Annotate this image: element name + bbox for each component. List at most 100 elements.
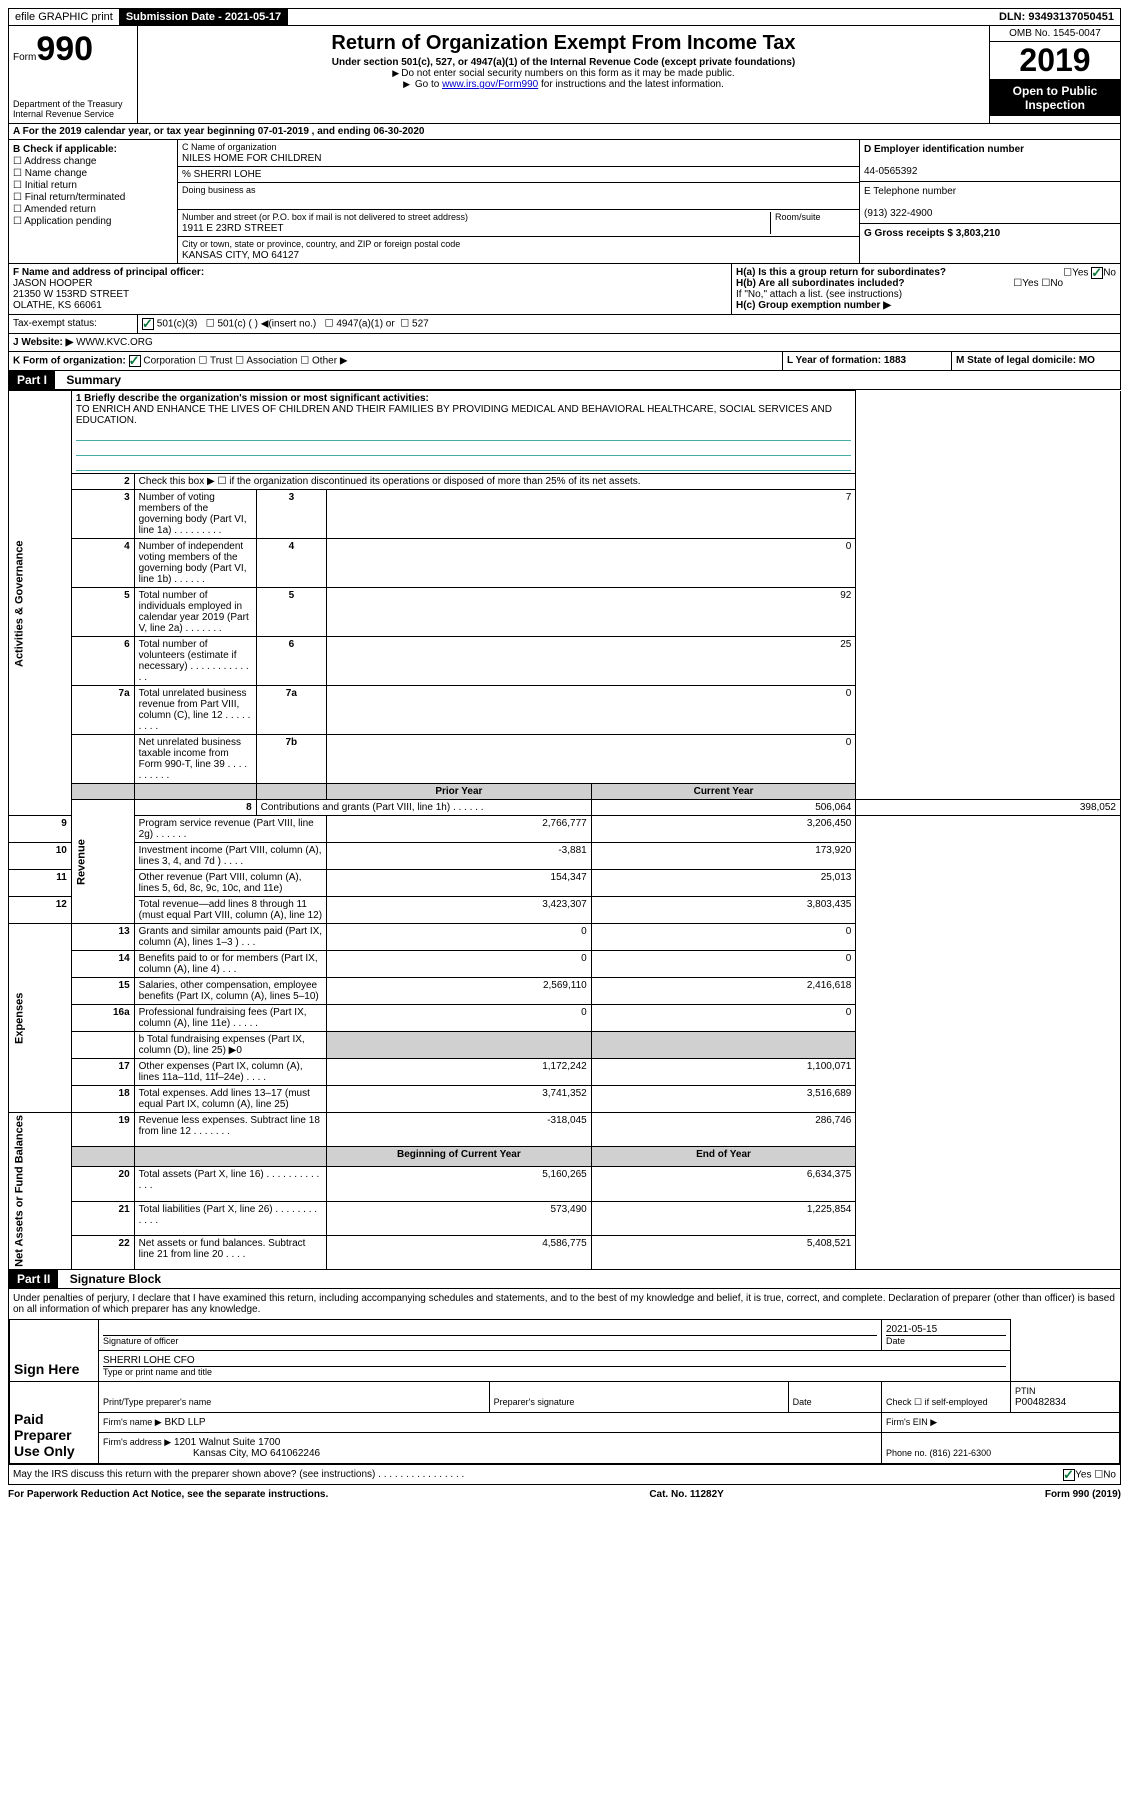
chk-final[interactable]: ☐ Final return/terminated [13,192,173,203]
l11cy: 25,013 [591,870,856,897]
l18: Total expenses. Add lines 13–17 (must eq… [134,1086,326,1113]
hb-no[interactable]: No [1050,278,1063,289]
l15cy: 2,416,618 [591,978,856,1005]
org-name: NILES HOME FOR CHILDREN [182,153,321,164]
goto-pre: Go to [415,79,442,90]
ptin: P00482834 [1015,1397,1066,1408]
l11py: 154,347 [327,870,592,897]
dba-label: Doing business as [182,185,256,195]
l20cy: 6,634,375 [591,1167,856,1201]
l22cy: 5,408,521 [591,1235,856,1269]
val6: 25 [327,637,856,686]
header-center: Return of Organization Exempt From Incom… [138,26,989,123]
hb-yes[interactable]: Yes [1022,278,1038,289]
col-b-label: B Check if applicable: [13,144,173,155]
l21cy: 1,225,854 [591,1201,856,1235]
officer-addr2: OLATHE, KS 66061 [13,300,102,311]
k-row: K Form of organization: Corporation ☐ Tr… [8,352,1121,371]
val5: 92 [327,588,856,637]
chk-pending[interactable]: ☐ Application pending [13,216,173,227]
signature-block: Under penalties of perjury, I declare th… [8,1289,1121,1485]
chk-corp[interactable] [129,355,141,367]
l20py: 5,160,265 [327,1167,592,1201]
sig-date-label: Date [886,1335,1006,1346]
chk-amended[interactable]: ☐ Amended return [13,204,173,215]
irs-link[interactable]: www.irs.gov/Form990 [442,79,538,90]
discuss-text: May the IRS discuss this return with the… [13,1469,464,1480]
l16acy: 0 [591,1005,856,1032]
mission-line3 [76,456,852,471]
preparer-name-label: Print/Type preparer's name [103,1397,211,1407]
ha-label: H(a) Is this a group return for subordin… [736,267,946,278]
line3: Number of voting members of the governin… [134,490,256,539]
hb-label: H(b) Are all subordinates included? [736,278,905,289]
l8cy: 398,052 [856,800,1121,816]
firm-ein-label: Firm's EIN ▶ [886,1417,937,1427]
l22py: 4,586,775 [327,1235,592,1269]
side-activities: Activities & Governance [9,391,72,816]
efile-label[interactable]: efile GRAPHIC print [9,9,120,25]
current-hdr: Current Year [591,784,856,800]
street-label: Number and street (or P.O. box if mail i… [182,212,468,222]
m-state: M State of legal domicile: MO [952,352,1120,370]
chk-name[interactable]: ☐ Name change [13,168,173,179]
prior-hdr: Prior Year [327,784,592,800]
discuss-yes[interactable] [1063,1469,1075,1481]
declaration: Under penalties of perjury, I declare th… [9,1289,1120,1319]
l9cy: 3,206,450 [591,816,856,843]
form-footer: Form 990 (2019) [1045,1489,1121,1500]
ha-yes[interactable]: Yes [1072,268,1088,279]
room-label: Room/suite [775,212,821,222]
l11: Other revenue (Part VIII, column (A), li… [134,870,326,897]
tax-status-label: Tax-exempt status: [9,315,138,333]
check-self[interactable]: Check ☐ if self-employed [886,1397,988,1407]
side-expenses: Expenses [9,924,72,1113]
paid-preparer: Paid Preparer Use Only [10,1381,99,1463]
officer-label: F Name and address of principal officer: [13,267,204,278]
l9: Program service revenue (Part VIII, line… [134,816,326,843]
mission-line2 [76,441,852,456]
officer-name: JASON HOOPER [13,278,92,289]
l10py: -3,881 [327,843,592,870]
l16a: Professional fundraising fees (Part IX, … [134,1005,326,1032]
l12py: 3,423,307 [327,897,592,924]
l14: Benefits paid to or for members (Part IX… [134,951,326,978]
ein-label: D Employer identification number [864,144,1024,155]
l13py: 0 [327,924,592,951]
name-label: C Name of organization [182,142,277,152]
form-title: Return of Organization Exempt From Incom… [142,32,985,55]
l15: Salaries, other compensation, employee b… [134,978,326,1005]
col-c: C Name of organization NILES HOME FOR CH… [178,140,859,263]
l19cy: 286,746 [591,1113,856,1147]
chk-501c3[interactable] [142,318,154,330]
l12: Total revenue—add lines 8 through 11 (mu… [134,897,326,924]
side-netassets: Net Assets or Fund Balances [9,1113,72,1270]
mission-label: 1 Briefly describe the organization's mi… [76,393,429,404]
ptin-label: PTIN [1015,1386,1036,1396]
discuss-row: May the IRS discuss this return with the… [9,1464,1120,1484]
firm-city: Kansas City, MO 641062246 [193,1448,320,1459]
ssn-note: Do not enter social security numbers on … [142,68,985,79]
section-a: A For the 2019 calendar year, or tax yea… [8,124,1121,140]
line4: Number of independent voting members of … [134,539,256,588]
l20: Total assets (Part X, line 16) . . . . .… [134,1167,326,1201]
l16b: b Total fundraising expenses (Part IX, c… [134,1032,326,1059]
ha-no: No [1103,268,1116,279]
top-bar: efile GRAPHIC print Submission Date - 20… [8,8,1121,26]
l17cy: 1,100,071 [591,1059,856,1086]
l18py: 3,741,352 [327,1086,592,1113]
l-year: L Year of formation: 1883 [783,352,952,370]
val7a: 0 [327,686,856,735]
chk-initial[interactable]: ☐ Initial return [13,180,173,191]
discuss-no[interactable]: No [1103,1469,1116,1480]
phone-label: E Telephone number [864,186,956,197]
chk-address[interactable]: ☐ Address change [13,156,173,167]
sig-date: 2021-05-15 [886,1324,937,1335]
line2: Check this box ▶ ☐ if the organization d… [134,474,856,490]
begin-hdr: Beginning of Current Year [327,1147,592,1167]
officer-h-row: F Name and address of principal officer:… [8,264,1121,315]
val4: 0 [327,539,856,588]
part1-title: Summary [58,373,121,387]
ha-no-check[interactable] [1091,267,1103,279]
phone: (913) 322-4900 [864,208,932,219]
